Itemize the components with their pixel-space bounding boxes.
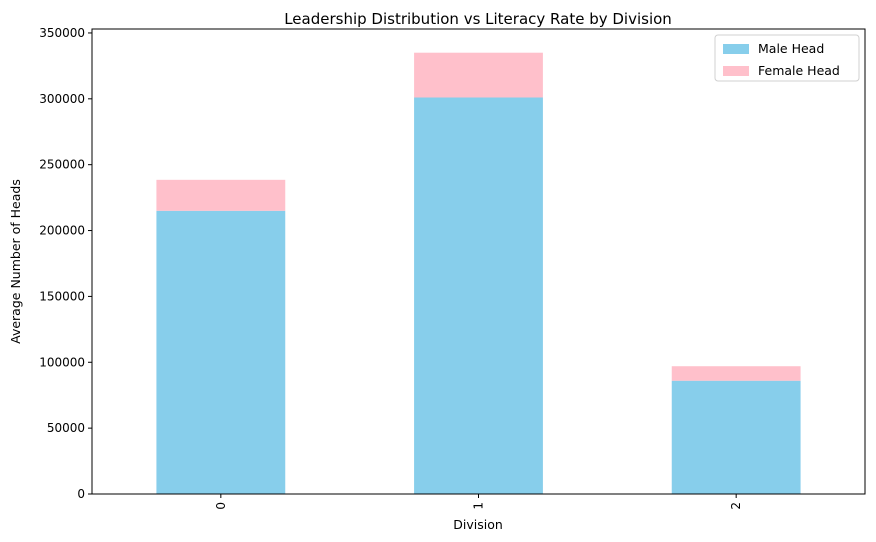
y-tick-label: 0 (77, 487, 85, 501)
x-axis-label: Division (453, 517, 503, 532)
plot-frame (91, 28, 866, 495)
bar-female-head-2 (671, 366, 801, 381)
y-tick-label: 350000 (39, 26, 85, 40)
x-tick-label: 1 (472, 502, 486, 510)
y-tick-label: 200000 (39, 224, 85, 238)
bar-female-head-0 (156, 179, 286, 211)
legend: Male Head Female Head (714, 34, 860, 82)
x-tick-label: 2 (729, 502, 743, 510)
legend-label-female-head: Female Head (758, 63, 840, 78)
y-tick-label: 50000 (47, 421, 85, 435)
y-tick-label: 300000 (39, 92, 85, 106)
y-tick-label: 250000 (39, 158, 85, 172)
legend-swatch-female-head (723, 66, 749, 76)
x-axis: 0 1 2 (214, 494, 743, 510)
x-tick-label: 0 (214, 502, 228, 510)
bars-group (156, 52, 801, 494)
bar-male-head-1 (414, 97, 543, 494)
legend-label-male-head: Male Head (758, 41, 824, 56)
y-tick-label: 100000 (39, 355, 85, 369)
bar-male-head-2 (671, 380, 801, 494)
legend-swatch-male-head (723, 44, 749, 54)
y-tick-label: 150000 (39, 289, 85, 303)
bar-male-head-0 (156, 210, 286, 494)
y-axis: 0 50000 100000 150000 200000 250000 300000 3500… (39, 26, 92, 501)
chart-title: Leadership Distribution vs Literacy Rate… (284, 10, 672, 28)
bar-female-head-1 (414, 52, 543, 98)
legend-frame (714, 34, 860, 82)
y-axis-label: Average Number of Heads (8, 179, 23, 344)
